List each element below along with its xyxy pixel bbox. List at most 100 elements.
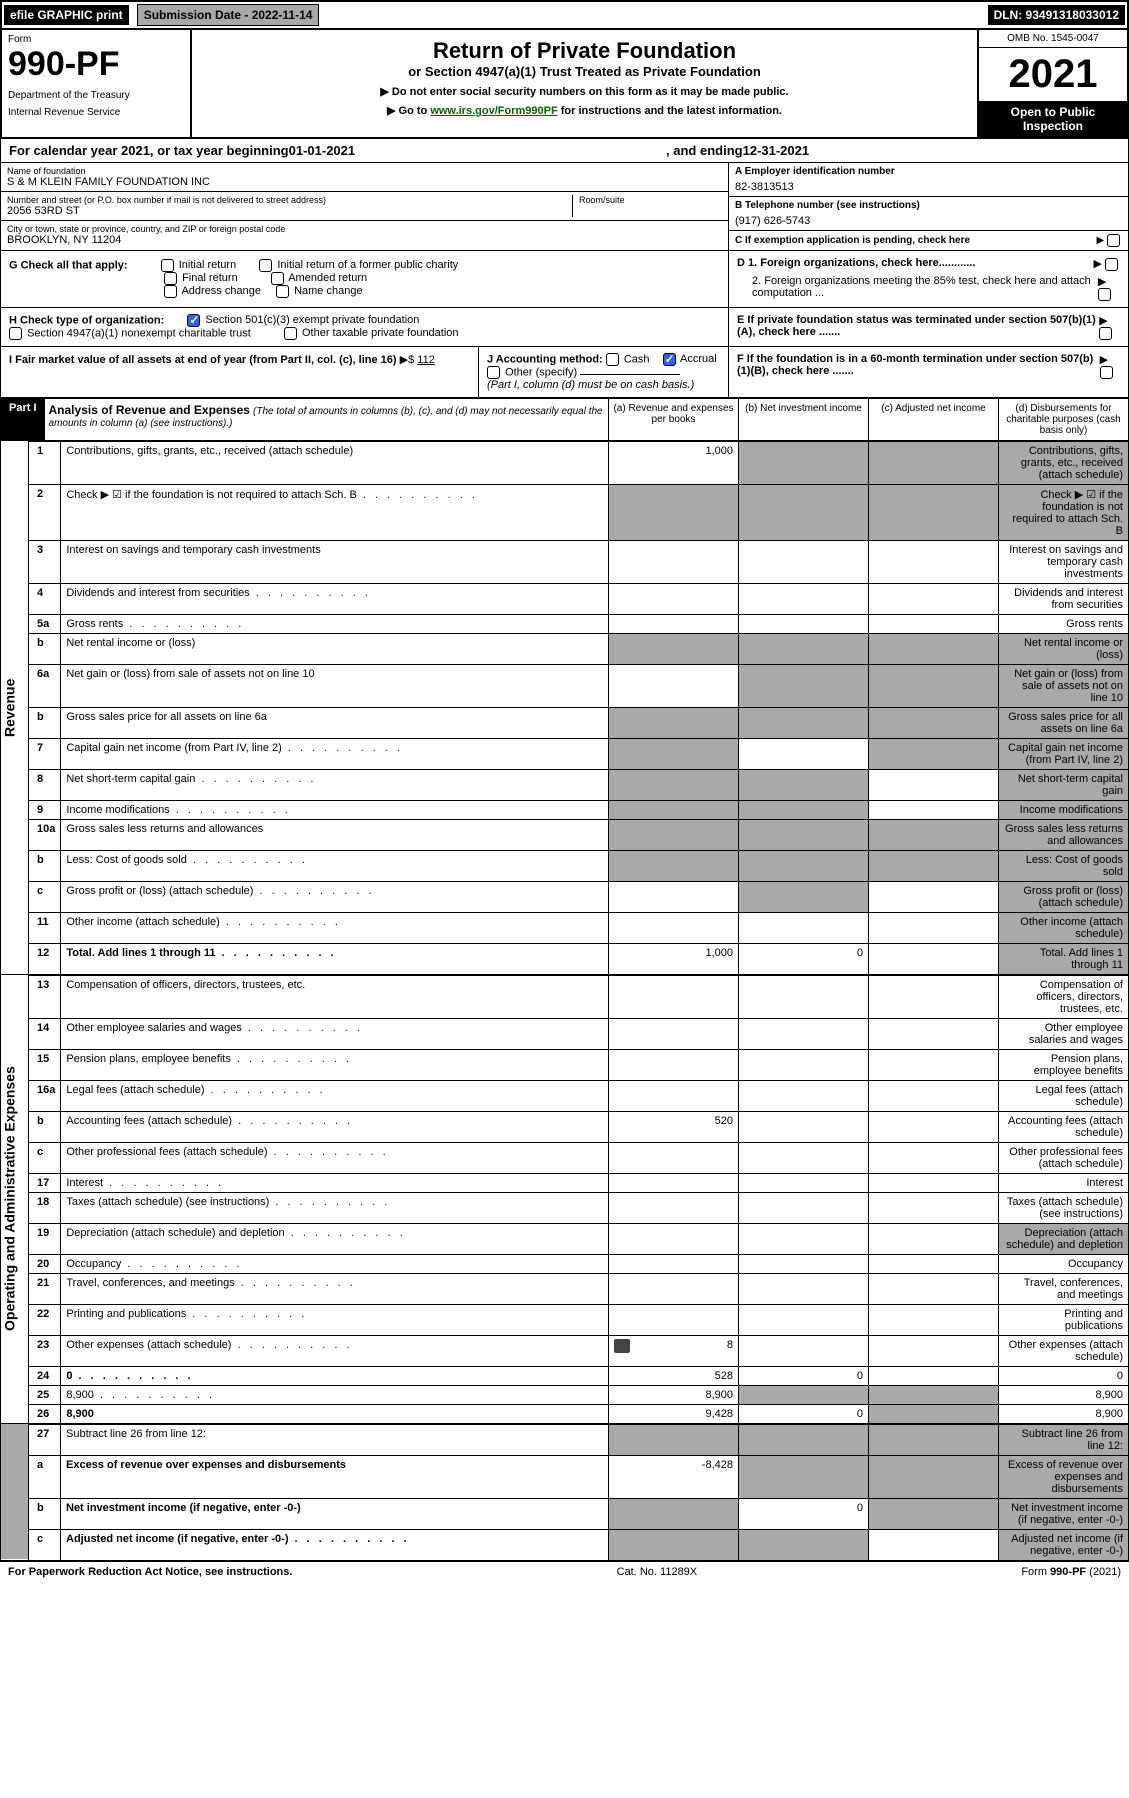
value-cell (609, 1049, 739, 1080)
col-d-head: (d) Disbursements for charitable purpose… (998, 399, 1128, 440)
j-other-checkbox[interactable] (487, 366, 500, 379)
section-label: Operating and Administrative Expenses (1, 975, 29, 1423)
info-grid-1: Name of foundation S & M KLEIN FAMILY FO… (0, 163, 1129, 251)
value-cell (869, 943, 999, 974)
value-cell (739, 1049, 869, 1080)
table-row: 27Subtract line 26 from line 12:Subtract… (1, 1424, 1129, 1455)
table-row: 3Interest on savings and temporary cash … (1, 540, 1129, 583)
d2-checkbox[interactable] (1098, 288, 1111, 301)
h-other-checkbox[interactable] (284, 327, 297, 340)
g-initial-checkbox[interactable] (161, 259, 174, 272)
j-cash-checkbox[interactable] (606, 353, 619, 366)
value-cell: Other employee salaries and wages (999, 1018, 1129, 1049)
value-cell (739, 1424, 869, 1455)
f-checkbox[interactable] (1100, 366, 1113, 379)
line-number: 5a (29, 614, 61, 633)
table-row: bNet rental income or (loss)Net rental i… (1, 633, 1129, 664)
g-amended-checkbox[interactable] (271, 272, 284, 285)
value-cell (739, 1385, 869, 1404)
value-cell: -8,428 (609, 1455, 739, 1498)
form-label: Form (8, 34, 184, 45)
line-number: 9 (29, 800, 61, 819)
value-cell (739, 975, 869, 1018)
section-spacer (1, 1424, 29, 1560)
line-description: Other income (attach schedule) (61, 912, 609, 943)
table-row: 9Income modificationsIncome modification… (1, 800, 1129, 819)
line-description: Net investment income (if negative, ente… (61, 1498, 609, 1529)
value-cell (609, 664, 739, 707)
g-name-checkbox[interactable] (276, 285, 289, 298)
h-501c3-checkbox[interactable] (187, 314, 200, 327)
c-checkbox[interactable] (1107, 234, 1120, 247)
value-cell: Gross rents (999, 614, 1129, 633)
ein-label: A Employer identification number (735, 166, 1122, 177)
line-description: Interest on savings and temporary cash i… (61, 540, 609, 583)
table-row: 6aNet gain or (loss) from sale of assets… (1, 664, 1129, 707)
efile-print-button[interactable]: efile GRAPHIC print (4, 5, 129, 25)
line-description: Depreciation (attach schedule) and deple… (61, 1223, 609, 1254)
value-cell: Interest on savings and temporary cash i… (999, 540, 1129, 583)
value-cell (739, 912, 869, 943)
value-cell: 0 (739, 1366, 869, 1385)
value-cell (609, 800, 739, 819)
h-opt-2: Section 4947(a)(1) nonexempt charitable … (27, 327, 251, 339)
value-cell (609, 1018, 739, 1049)
line-number: 26 (29, 1404, 61, 1423)
table-row: 19Depreciation (attach schedule) and dep… (1, 1223, 1129, 1254)
value-cell: Excess of revenue over expenses and disb… (999, 1455, 1129, 1498)
foundation-name-cell: Name of foundation S & M KLEIN FAMILY FO… (1, 163, 728, 192)
value-cell: 1,000 (609, 441, 739, 484)
h-4947-checkbox[interactable] (9, 327, 22, 340)
cat-no: Cat. No. 11289X (617, 1566, 698, 1578)
line-number: 7 (29, 738, 61, 769)
info-grid-h: H Check type of organization: Section 50… (0, 308, 1129, 347)
e-checkbox[interactable] (1099, 327, 1112, 340)
line-number: 13 (29, 975, 61, 1018)
line-number: 1 (29, 441, 61, 484)
value-cell (609, 1223, 739, 1254)
value-cell (739, 1142, 869, 1173)
goto-pre: ▶ Go to (387, 105, 430, 117)
line-description: Pension plans, employee benefits (61, 1049, 609, 1080)
line-description: Contributions, gifts, grants, etc., rece… (61, 441, 609, 484)
value-cell (869, 881, 999, 912)
g-opt-3: Amended return (288, 272, 367, 284)
value-cell (609, 1192, 739, 1223)
line-number: 23 (29, 1335, 61, 1366)
line-description: Travel, conferences, and meetings (61, 1273, 609, 1304)
g-opt-5: Name change (294, 285, 363, 297)
part1-title: Analysis of Revenue and Expenses (49, 403, 250, 417)
attachment-icon[interactable] (614, 1339, 630, 1353)
line-description: Total. Add lines 1 through 11 (61, 943, 609, 974)
value-cell (869, 1455, 999, 1498)
value-cell (869, 1173, 999, 1192)
value-cell (869, 800, 999, 819)
value-cell: Total. Add lines 1 through 11 (999, 943, 1129, 974)
g-opt-2: Final return (182, 272, 238, 284)
j-accrual-checkbox[interactable] (663, 353, 676, 366)
d2-label: 2. Foreign organizations meeting the 85%… (737, 275, 1098, 301)
line-number: 16a (29, 1080, 61, 1111)
table-row: cGross profit or (loss) (attach schedule… (1, 881, 1129, 912)
g-address-checkbox[interactable] (164, 285, 177, 298)
table-row: 14Other employee salaries and wagesOther… (1, 1018, 1129, 1049)
table-row: 22Printing and publicationsPrinting and … (1, 1304, 1129, 1335)
value-cell (869, 912, 999, 943)
value-cell: Pension plans, employee benefits (999, 1049, 1129, 1080)
h-label: H Check type of organization: (9, 314, 164, 326)
line-description: Capital gain net income (from Part IV, l… (61, 738, 609, 769)
j-label: J Accounting method: (487, 353, 603, 365)
value-cell (869, 819, 999, 850)
submission-date: Submission Date - 2022-11-14 (137, 4, 320, 26)
value-cell (869, 1254, 999, 1273)
value-cell: Printing and publications (999, 1304, 1129, 1335)
d1-checkbox[interactable] (1105, 258, 1118, 271)
irs-link[interactable]: www.irs.gov/Form990PF (430, 105, 557, 117)
g-initial-former-checkbox[interactable] (259, 259, 272, 272)
g-final-checkbox[interactable] (164, 272, 177, 285)
value-cell: 8,900 (609, 1385, 739, 1404)
line-description: Excess of revenue over expenses and disb… (61, 1455, 609, 1498)
value-cell (869, 1385, 999, 1404)
value-cell (739, 707, 869, 738)
table-row: 12Total. Add lines 1 through 111,0000Tot… (1, 943, 1129, 974)
